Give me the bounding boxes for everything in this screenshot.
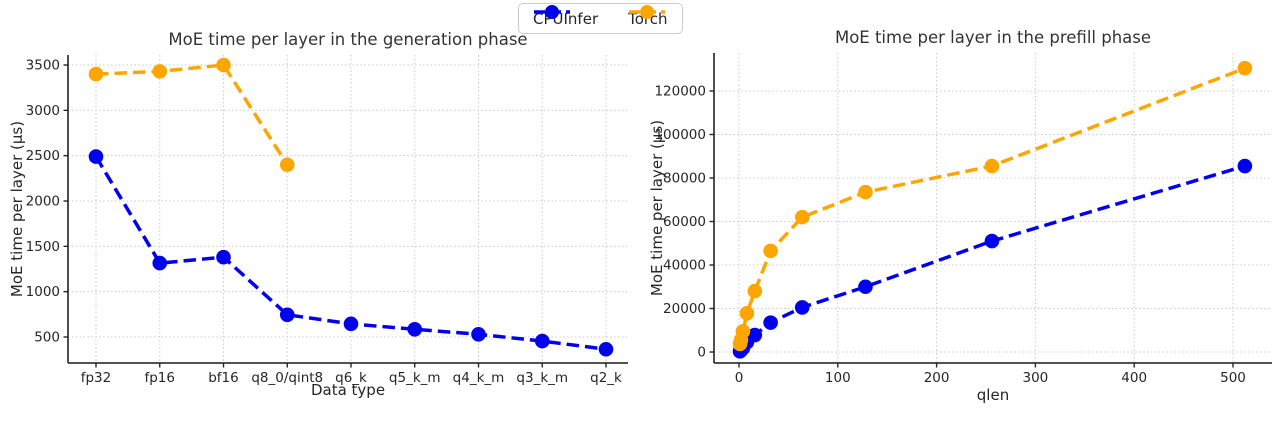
y-tick-label: 1000 (26, 284, 60, 300)
y-tick-label: 40000 (663, 258, 706, 274)
data-point-torch (858, 184, 873, 200)
data-point-cpuinfer (984, 233, 1000, 249)
x-tick-label: 400 (1121, 370, 1147, 386)
x-tick-label: 100 (825, 370, 851, 386)
data-point-cpuinfer (747, 327, 763, 343)
x-tick-label: bf16 (208, 370, 239, 386)
generation-xaxis-label: Data type (310, 381, 386, 399)
series-line-torch (738, 66, 1246, 345)
legend: CPUInfer Torch (518, 3, 683, 34)
prefill-yaxis-label: MoE time per layer (µs) (648, 119, 666, 297)
y-tick-label: 2500 (26, 148, 60, 164)
prefill-xaxis-label: qlen (976, 386, 1010, 404)
generation-yaxis-label: MoE time per layer (µs) (8, 120, 26, 298)
data-point-cpuinfer (471, 326, 486, 342)
data-point-cpuinfer (407, 321, 423, 337)
data-point-torch (747, 283, 763, 299)
generation-chart-title: MoE time per layer in the generation pha… (168, 30, 528, 49)
y-tick-label: 2000 (26, 194, 60, 210)
legend-item-torch: Torch (628, 5, 668, 28)
data-point-cpuinfer (279, 307, 295, 323)
data-point-cpuinfer (534, 333, 550, 349)
data-point-torch (216, 57, 231, 73)
data-point-torch (279, 157, 295, 173)
y-tick-label: 500 (34, 330, 60, 346)
data-point-torch (794, 209, 810, 225)
data-point-cpuinfer (1237, 158, 1253, 174)
y-tick-label: 3000 (26, 103, 60, 119)
prefill-chart-title: MoE time per layer in the prefill phase (834, 28, 1152, 47)
x-tick-label: 0 (735, 370, 744, 386)
x-tick-label: 200 (924, 370, 950, 386)
data-point-cpuinfer (343, 316, 359, 332)
series-line-torch (95, 63, 289, 166)
data-point-torch (1237, 60, 1253, 76)
x-tick-label: fp16 (144, 370, 175, 386)
y-tick-label: 100000 (654, 127, 706, 143)
data-point-cpuinfer (598, 341, 614, 357)
x-tick-label: q6_k (335, 370, 367, 386)
x-tick-label: q4_k_m (453, 370, 505, 386)
data-point-cpuinfer (858, 279, 873, 295)
prefill-phase-chart: 0 100 200 300 400 500 0 20000 40000 60000 80000 100… (654, 53, 1272, 386)
y-tick-label: 80000 (663, 171, 706, 187)
data-point-torch (88, 66, 104, 82)
x-tick-label: fp32 (81, 370, 112, 386)
generation-phase-chart: fp32 fp16 bf16 q8_0/qint8 q6_k q5_k_m q4_k_m q3… (26, 55, 628, 386)
x-tick-label: 500 (1220, 370, 1246, 386)
y-tick-label: 1500 (26, 239, 60, 255)
series-line-cpuinfer (738, 164, 1246, 353)
x-tick-label: q2_k (590, 370, 622, 386)
data-point-cpuinfer (216, 249, 231, 265)
y-tick-label: 60000 (663, 214, 706, 230)
legend-marker-icon (629, 5, 666, 19)
data-point-torch (152, 64, 168, 79)
x-tick-label: q5_k_m (389, 370, 441, 386)
data-point-cpuinfer (152, 255, 168, 271)
x-tick-label: q3_k_m (516, 370, 568, 386)
data-point-cpuinfer (763, 315, 778, 330)
data-point-cpuinfer (794, 300, 810, 315)
y-tick-label: 120000 (654, 84, 706, 100)
y-tick-label: 20000 (663, 301, 706, 317)
legend-marker-icon (534, 5, 570, 19)
legend-item-cpuinfer: CPUInfer (533, 5, 598, 28)
y-tick-label: 3500 (26, 58, 60, 74)
y-tick-label: 0 (697, 345, 706, 361)
x-tick-label: 300 (1023, 370, 1049, 386)
data-point-torch (735, 324, 751, 339)
x-tick-label: q8_0/qint8 (251, 370, 323, 386)
data-point-cpuinfer (88, 149, 104, 164)
data-point-torch (739, 305, 755, 321)
data-point-torch (984, 158, 1000, 174)
data-point-torch (763, 243, 778, 259)
